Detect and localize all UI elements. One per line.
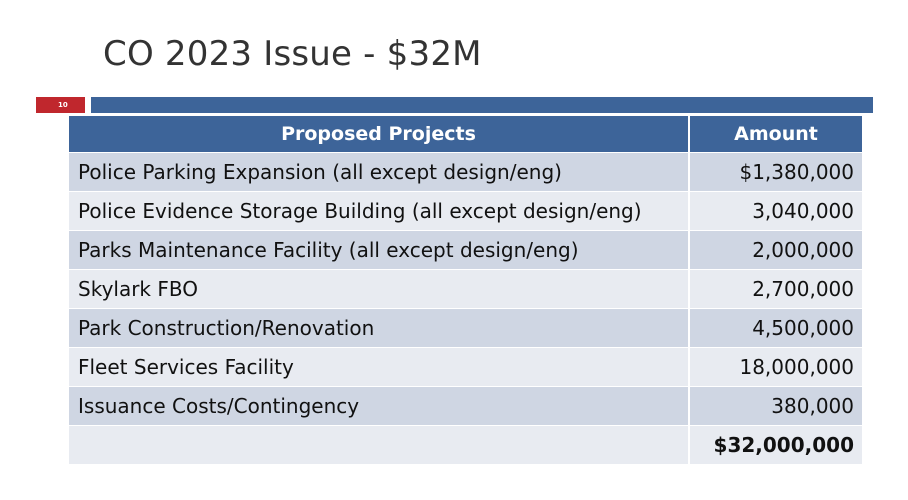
title-divider-bar — [91, 97, 873, 113]
total-row: $32,000,000 — [69, 425, 862, 464]
amount-cell: 3,040,000 — [689, 191, 862, 231]
table-header-row: Proposed Projects Amount — [69, 116, 862, 153]
table-row: Fleet Services Facility 18,000,000 — [69, 347, 862, 387]
slide-title: CO 2023 Issue - $32M — [103, 34, 482, 74]
project-name-cell: Police Parking Expansion (all except des… — [69, 152, 690, 192]
column-header-amount: Amount — [689, 116, 862, 153]
project-name-cell: Parks Maintenance Facility (all except d… — [69, 230, 690, 270]
amount-cell: 2,700,000 — [689, 269, 862, 309]
amount-cell: $1,380,000 — [689, 152, 862, 192]
table-row: Police Evidence Storage Building (all ex… — [69, 191, 862, 231]
project-name-cell: Issuance Costs/Contingency — [69, 386, 690, 426]
total-label-cell — [69, 425, 690, 464]
table-row: Issuance Costs/Contingency 380,000 — [69, 386, 862, 426]
project-name-cell: Skylark FBO — [69, 269, 690, 309]
total-amount-cell: $32,000,000 — [689, 425, 862, 464]
table-row: Park Construction/Renovation 4,500,000 — [69, 308, 862, 348]
projects-table: Proposed Projects Amount Police Parking … — [69, 116, 862, 464]
page-number-badge: 10 — [36, 97, 85, 113]
table-row: Parks Maintenance Facility (all except d… — [69, 230, 862, 270]
project-name-cell: Park Construction/Renovation — [69, 308, 690, 348]
table-row: Skylark FBO 2,700,000 — [69, 269, 862, 309]
amount-cell: 18,000,000 — [689, 347, 862, 387]
table-row: Police Parking Expansion (all except des… — [69, 152, 862, 192]
amount-cell: 2,000,000 — [689, 230, 862, 270]
column-header-projects: Proposed Projects — [69, 116, 690, 153]
project-name-cell: Police Evidence Storage Building (all ex… — [69, 191, 690, 231]
amount-cell: 380,000 — [689, 386, 862, 426]
amount-cell: 4,500,000 — [689, 308, 862, 348]
project-name-cell: Fleet Services Facility — [69, 347, 690, 387]
